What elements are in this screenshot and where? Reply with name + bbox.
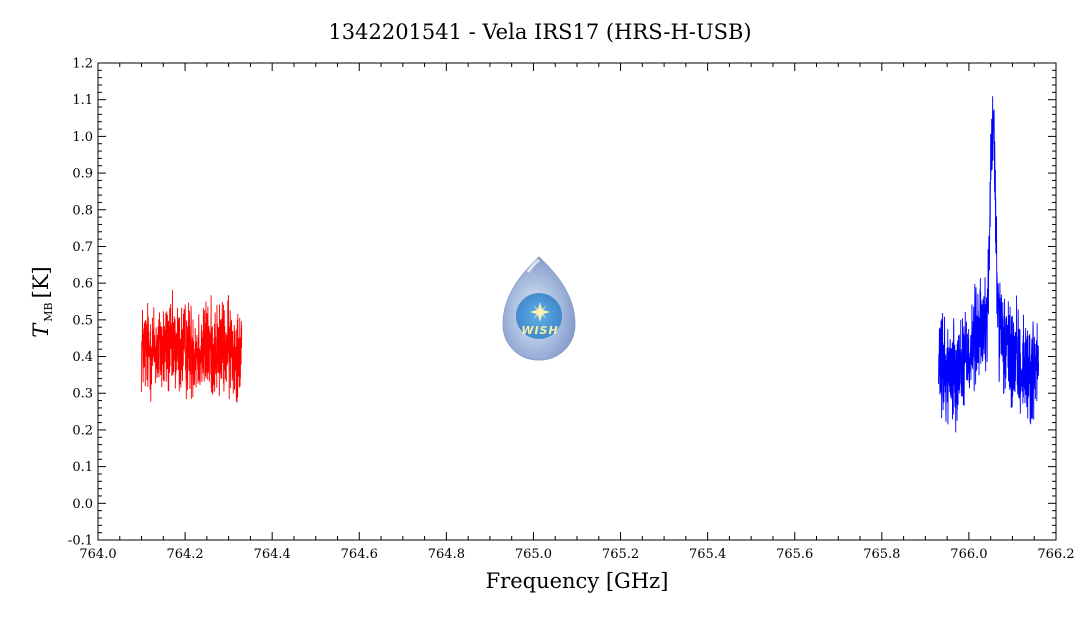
x-axis-label: Frequency [GHz] bbox=[486, 569, 669, 593]
y-tick-label: 0.2 bbox=[72, 423, 93, 438]
y-tick-label: 0.7 bbox=[72, 240, 93, 255]
y-tick-label: 0.6 bbox=[72, 277, 93, 292]
y-tick-label: 1.1 bbox=[72, 93, 93, 108]
wish-logo: WISH bbox=[502, 256, 576, 361]
y-tick-label: 0.5 bbox=[72, 313, 93, 328]
x-tick-label: 764.4 bbox=[254, 547, 291, 562]
x-tick-label: 764.0 bbox=[79, 547, 116, 562]
spectrum-series-2 bbox=[937, 96, 1040, 433]
tick-marks bbox=[97, 62, 1057, 541]
y-tick-label: 0.3 bbox=[72, 387, 93, 402]
series-layer bbox=[141, 96, 1040, 433]
x-tick-labels: 764.0 764.2 764.4 764.6 764.8 765.0 765.2 765.4… bbox=[79, 547, 1074, 562]
logo-text: WISH bbox=[521, 324, 558, 337]
spectrum-series-1 bbox=[141, 289, 243, 403]
y-tick-label: 0.8 bbox=[72, 203, 93, 218]
y-axis-subscript: MB bbox=[42, 302, 55, 321]
x-tick-label: 764.8 bbox=[428, 547, 465, 562]
x-tick-label: 765.6 bbox=[776, 547, 813, 562]
star-icon bbox=[530, 302, 550, 322]
y-tick-label: 1.0 bbox=[72, 130, 93, 145]
x-tick-label: 765.4 bbox=[689, 547, 726, 562]
svg-text:TMB[K]: TMB [K] bbox=[29, 266, 55, 337]
y-axis-unit: [K] bbox=[29, 266, 53, 298]
x-tick-label: 765.2 bbox=[602, 547, 639, 562]
y-axis-label: TMB [K] bbox=[29, 266, 55, 337]
y-tick-label: 0.9 bbox=[72, 167, 93, 182]
plot-frame bbox=[97, 62, 1057, 541]
y-tick-label: 0.4 bbox=[72, 350, 93, 365]
x-tick-label: 764.2 bbox=[166, 547, 203, 562]
x-tick-label: 765.8 bbox=[863, 547, 900, 562]
y-tick-label: 0.0 bbox=[72, 497, 93, 512]
x-tick-label: 766.0 bbox=[950, 547, 987, 562]
y-tick-label: -0.1 bbox=[68, 534, 93, 549]
y-tick-label: 0.1 bbox=[72, 460, 93, 475]
x-tick-label: 766.2 bbox=[1037, 547, 1074, 562]
y-tick-labels: -0.1 0.0 0.1 0.2 0.3 0.4 0.5 0.6 0.7 0.8 0.9 1.0 1.1… bbox=[68, 57, 93, 549]
chart-title: 1342201541 - Vela IRS17 (HRS-H-USB) bbox=[328, 20, 751, 44]
y-axis-symbol: T bbox=[29, 322, 53, 338]
x-tick-label: 765.0 bbox=[515, 547, 552, 562]
y-tick-label: 1.2 bbox=[72, 57, 93, 72]
x-tick-label: 764.6 bbox=[341, 547, 378, 562]
